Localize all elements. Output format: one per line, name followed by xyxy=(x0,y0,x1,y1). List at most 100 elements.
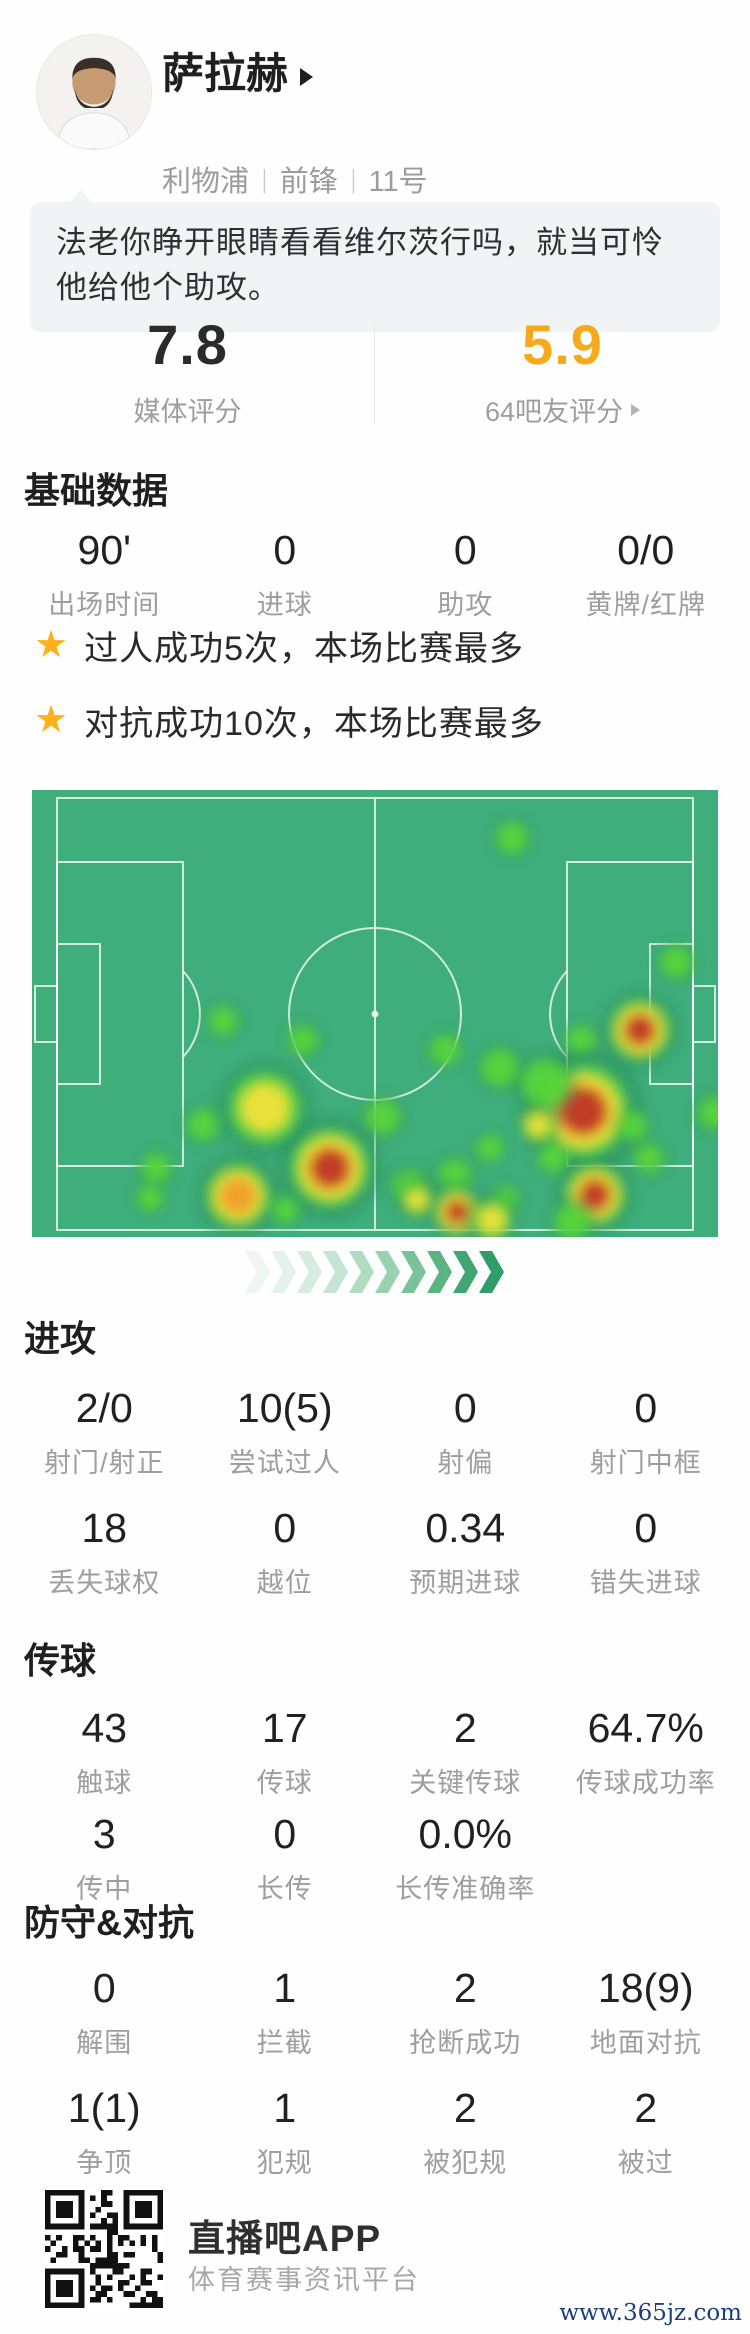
stat-cell: 0.34 预期进球 xyxy=(375,1504,556,1600)
stat-cell: 90' 出场时间 xyxy=(14,526,195,622)
watermark: www.365jz.com xyxy=(559,2300,742,2326)
player-team: 利物浦 xyxy=(162,166,250,198)
stat-label: 尝试过人 xyxy=(228,1448,341,1478)
stat-label: 关键传球 xyxy=(409,1768,522,1798)
media-rating-label: 媒体评分 xyxy=(133,397,242,427)
stat-value: 0 xyxy=(273,1505,297,1551)
pitch-svg xyxy=(34,797,718,1237)
stat-label: 长传 xyxy=(256,1874,313,1904)
stat-label: 出场时间 xyxy=(48,590,161,620)
player-avatar[interactable] xyxy=(36,34,152,150)
stat-cell: 0 进球 xyxy=(195,526,376,622)
stat-label: 射门中框 xyxy=(589,1448,702,1478)
stat-value: 1 xyxy=(273,1965,297,2011)
highlight-text: 过人成功5次，本场比赛最多 xyxy=(84,629,524,668)
stat-label: 预期进球 xyxy=(409,1568,522,1598)
highlight-row: ★ 对抗成功10次，本场比赛最多 xyxy=(34,695,544,745)
meta-separator: | xyxy=(262,163,267,194)
stat-label: 地面对抗 xyxy=(589,2028,702,2058)
stat-value: 0 xyxy=(634,1505,658,1551)
stat-cell: 1 犯规 xyxy=(195,2084,376,2180)
stat-cell: 1 拦截 xyxy=(195,1964,376,2060)
caret-right-icon xyxy=(631,403,641,416)
heat-spots xyxy=(132,816,718,1237)
stat-value: 2 xyxy=(634,2085,658,2131)
defense-stats-grid: 1(1) 争顶 1 犯规 2 被犯规 2 被过 xyxy=(14,2084,736,2180)
stat-label: 传球成功率 xyxy=(575,1768,716,1798)
stat-value: 2 xyxy=(453,2085,477,2131)
section-title-basic: 基础数据 xyxy=(24,470,169,511)
stat-value: 0 xyxy=(273,1811,297,1857)
media-rating: 7.8 媒体评分 xyxy=(0,314,375,439)
chevron-right-icon xyxy=(427,1251,452,1293)
comment-bubble: 法老你睁开眼睛看看维尔茨行吗，就当可怜他给他个助攻。 xyxy=(30,189,720,332)
chevron-strip xyxy=(0,1250,750,1294)
stat-value: 2 xyxy=(453,1965,477,2011)
section-title-defense: 防守&对抗 xyxy=(24,1902,194,1943)
stat-value: 0 xyxy=(273,527,297,573)
dropdown-caret-icon xyxy=(300,68,314,86)
chevron-right-icon xyxy=(401,1251,426,1293)
stat-cell: 2 被过 xyxy=(556,2084,737,2180)
defense-stats-grid: 0 解围 1 拦截 2 抢断成功 18(9) 地面对抗 xyxy=(14,1964,736,2060)
stat-cell: 0.0% 长传准确率 xyxy=(375,1810,556,1906)
stat-label: 争顶 xyxy=(76,2148,133,2178)
stat-label: 抢断成功 xyxy=(409,2028,522,2058)
chevron-right-icon xyxy=(479,1251,504,1293)
stat-label: 助攻 xyxy=(437,590,494,620)
passing-stats-grid: 3 传中 0 长传 0.0% 长传准确率 xyxy=(14,1810,736,1906)
stat-label: 进球 xyxy=(256,590,313,620)
player-position: 前锋 xyxy=(279,166,338,198)
stat-value: 3 xyxy=(92,1811,116,1857)
player-name: 萨拉赫 xyxy=(162,50,289,97)
stat-cell: 64.7% 传球成功率 xyxy=(556,1704,737,1800)
chevron-right-icon xyxy=(453,1251,478,1293)
stat-cell: 0 射偏 xyxy=(375,1384,556,1480)
app-name: 直播吧APP xyxy=(188,2218,382,2259)
stat-label: 拦截 xyxy=(256,2028,313,2058)
stat-label: 黄牌/红牌 xyxy=(585,590,706,620)
stat-label: 长传准确率 xyxy=(395,1874,536,1904)
stat-cell: 10(5) 尝试过人 xyxy=(195,1384,376,1480)
stat-value: 2/0 xyxy=(75,1385,133,1431)
stat-value: 2 xyxy=(453,1705,477,1751)
attack-stats-grid: 2/0 射门/射正 10(5) 尝试过人 0 射偏 0 射门中框 xyxy=(14,1384,736,1480)
player-name-dropdown[interactable]: 萨拉赫 xyxy=(162,46,314,102)
stat-cell: 18 丢失球权 xyxy=(14,1504,195,1600)
stat-cell: 0 越位 xyxy=(195,1504,376,1600)
stat-value: 0.34 xyxy=(425,1505,506,1551)
attack-stats-grid: 18 丢失球权 0 越位 0.34 预期进球 0 错失进球 xyxy=(14,1504,736,1600)
chevron-right-icon xyxy=(245,1251,270,1293)
stat-value: 18 xyxy=(81,1505,128,1551)
stat-value: 10(5) xyxy=(236,1385,333,1431)
stat-cell: 0 长传 xyxy=(195,1810,376,1906)
stat-label: 被过 xyxy=(617,2148,674,2178)
fans-rating-value: 5.9 xyxy=(522,313,603,376)
stat-value: 17 xyxy=(261,1705,308,1751)
highlight-text: 对抗成功10次，本场比赛最多 xyxy=(84,704,544,743)
stat-value: 0.0% xyxy=(418,1811,512,1857)
stat-label: 射偏 xyxy=(437,1448,494,1478)
stat-label: 触球 xyxy=(76,1768,133,1798)
stat-label: 传中 xyxy=(76,1874,133,1904)
stat-cell: 2/0 射门/射正 xyxy=(14,1384,195,1480)
comment-text: 法老你睁开眼睛看看维尔茨行吗，就当可怜他给他个助攻。 xyxy=(56,225,664,305)
avatar-placeholder-icon xyxy=(37,35,151,149)
stat-value: 0/0 xyxy=(617,527,675,573)
player-number: 11号 xyxy=(368,166,428,198)
stat-value: 1(1) xyxy=(67,2085,141,2131)
stat-cell: 0 错失进球 xyxy=(556,1504,737,1600)
stat-value: 43 xyxy=(81,1705,128,1751)
stat-value: 1 xyxy=(273,2085,297,2131)
highlight-row: ★ 过人成功5次，本场比赛最多 xyxy=(34,620,524,670)
basic-stats-grid: 90' 出场时间 0 进球 0 助攻 0/0 黄牌/红牌 xyxy=(14,526,736,622)
stat-cell: 0/0 黄牌/红牌 xyxy=(556,526,737,622)
fans-rating[interactable]: 5.9 64吧友评分 xyxy=(375,314,750,439)
stat-cell: 0 解围 xyxy=(14,1964,195,2060)
ratings-row: 7.8 媒体评分 5.9 64吧友评分 xyxy=(0,314,750,439)
stat-label: 解围 xyxy=(76,2028,133,2058)
stat-cell: 1(1) 争顶 xyxy=(14,2084,195,2180)
stat-label: 传球 xyxy=(256,1768,313,1798)
chevron-right-icon xyxy=(271,1251,296,1293)
